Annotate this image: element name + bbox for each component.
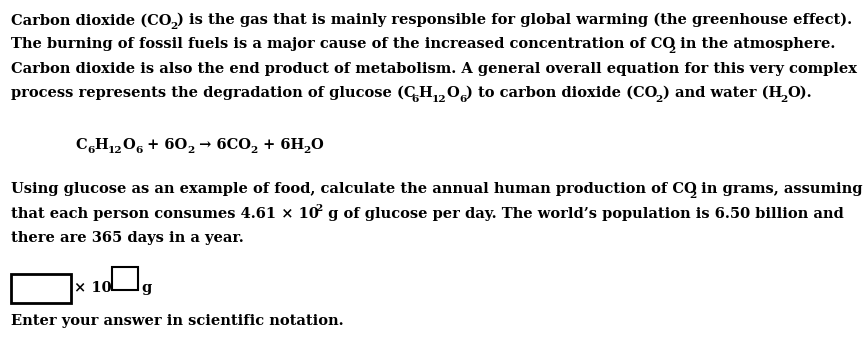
Text: 2: 2 — [304, 146, 311, 155]
Text: in grams, assuming: in grams, assuming — [696, 183, 863, 197]
Text: 2: 2 — [316, 205, 323, 213]
Text: 2: 2 — [689, 191, 696, 200]
Text: → 6CO: → 6CO — [194, 138, 251, 152]
Text: g: g — [141, 281, 152, 295]
Text: + 6O: + 6O — [143, 138, 188, 152]
Text: 6: 6 — [87, 146, 94, 155]
Text: 12: 12 — [432, 94, 447, 104]
Text: 12: 12 — [108, 146, 123, 155]
Text: O: O — [311, 138, 324, 152]
Text: Enter your answer in scientific notation.: Enter your answer in scientific notation… — [11, 314, 344, 328]
Text: H: H — [418, 86, 432, 100]
Text: 6: 6 — [135, 146, 143, 155]
Text: 2: 2 — [187, 146, 195, 155]
Text: ) is the gas that is mainly responsible for global warming (the greenhouse effec: ) is the gas that is mainly responsible … — [178, 13, 852, 27]
Text: ) to carbon dioxide (CO: ) to carbon dioxide (CO — [467, 86, 658, 100]
Text: process represents the degradation of glucose (C: process represents the degradation of gl… — [11, 85, 416, 100]
Text: × 10: × 10 — [74, 281, 112, 295]
Text: O: O — [123, 138, 135, 152]
Text: + 6H: + 6H — [258, 138, 304, 152]
Text: O).: O). — [788, 86, 812, 100]
Text: 2: 2 — [656, 94, 662, 104]
Text: Carbon dioxide is also the end product of metabolism. A general overall equation: Carbon dioxide is also the end product o… — [11, 61, 857, 75]
Text: that each person consumes 4.61 × 10: that each person consumes 4.61 × 10 — [11, 207, 320, 221]
FancyBboxPatch shape — [112, 267, 139, 290]
Text: O: O — [447, 86, 459, 100]
Text: 6: 6 — [459, 94, 467, 104]
Text: H: H — [94, 138, 108, 152]
Text: there are 365 days in a year.: there are 365 days in a year. — [11, 231, 244, 245]
Text: The burning of fossil fuels is a major cause of the increased concentration of C: The burning of fossil fuels is a major c… — [11, 37, 675, 51]
Text: 2: 2 — [780, 94, 788, 104]
Text: g of glucose per day. The world’s population is 6.50 billion and: g of glucose per day. The world’s popula… — [323, 207, 843, 221]
Text: in the atmosphere.: in the atmosphere. — [675, 37, 836, 51]
Text: 2: 2 — [170, 22, 178, 31]
Text: 6: 6 — [411, 94, 418, 104]
Text: 2: 2 — [668, 46, 675, 55]
Text: C: C — [75, 138, 87, 152]
Text: 2: 2 — [250, 146, 258, 155]
Text: Carbon dioxide (CO: Carbon dioxide (CO — [11, 13, 172, 27]
Text: ) and water (H: ) and water (H — [662, 86, 782, 100]
Text: Using glucose as an example of food, calculate the annual human production of CO: Using glucose as an example of food, cal… — [11, 183, 697, 197]
FancyBboxPatch shape — [11, 274, 71, 303]
